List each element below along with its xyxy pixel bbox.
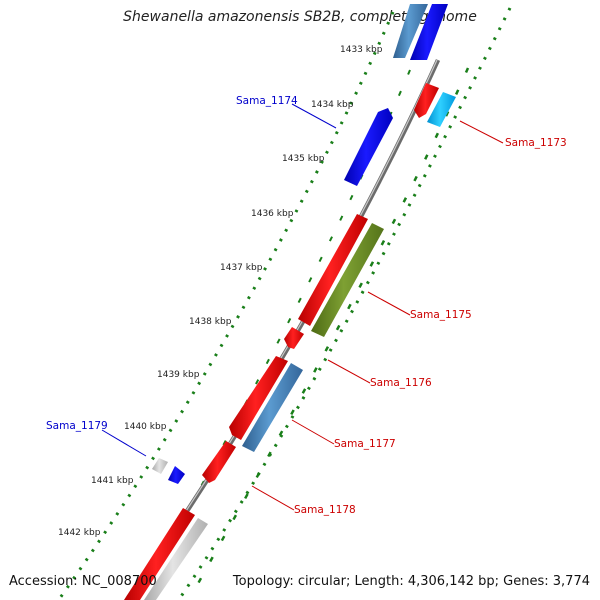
gene-label-sama-1176: Sama_1176 (370, 377, 432, 389)
tick-label: 1439 kbp (157, 370, 200, 380)
gene-label-sama-1177: Sama_1177 (334, 438, 396, 450)
gene-arrow-top-steelblue (393, 4, 428, 58)
leader-line-sama-1176 (327, 359, 371, 384)
tick-label: 1436 kbp (251, 209, 294, 219)
map-title: Shewanella amazonensis SB2B, complete ge… (123, 9, 477, 25)
inner-tick-ring-left (139, 69, 411, 599)
gene-label-sama-1179: Sama_1179 (46, 420, 108, 432)
leader-line-sama-1173 (459, 120, 504, 144)
gene-arrow-sama-1176 (284, 327, 304, 349)
tick-label: 1435 kbp (282, 154, 325, 164)
tick-label: 1433 kbp (340, 45, 383, 55)
genome-backbone (126, 59, 441, 600)
tick-label: 1438 kbp (189, 317, 232, 327)
gene-arrow-sama-1177 (242, 363, 303, 452)
gene-arrow-red-2 (298, 214, 368, 326)
gene-arrow-gray-1 (152, 458, 168, 474)
gene-arrow-sama-1173 (427, 92, 456, 127)
gene-arrow-sama-1179 (168, 466, 185, 484)
leader-line-sama-1174 (291, 103, 337, 129)
tick-label: 1434 kbp (311, 100, 354, 110)
gene-label-sama-1174: Sama_1174 (236, 95, 298, 107)
gene-arrow-top-blue (410, 4, 448, 60)
tick-label: 1437 kbp (220, 263, 263, 273)
tick-label: 1440 kbp (124, 422, 167, 432)
accession-text: Accession: NC_008700 (9, 574, 157, 589)
topology-text: Topology: circular; Length: 4,306,142 bp… (232, 574, 590, 589)
tick-label: 1441 kbp (91, 476, 134, 486)
gene-label-sama-1173: Sama_1173 (505, 137, 567, 149)
gene-arrow-sama-1174 (344, 108, 393, 186)
gene-arrow-red-1 (414, 83, 439, 118)
leader-line-sama-1178 (251, 485, 295, 511)
inner-tick-ring-right (188, 67, 470, 599)
gene-label-sama-1175: Sama_1175 (410, 309, 472, 321)
gene-arrow-red-4 (124, 508, 195, 600)
genome-backbone-highlight (126, 59, 438, 599)
leader-line-sama-1177 (291, 419, 335, 445)
gene-arrow-gray-2 (144, 518, 208, 600)
tick-label: 1442 kbp (58, 528, 101, 538)
gene-arrow-sama-1178 (202, 441, 236, 483)
gene-arrow-sama-1175 (311, 223, 384, 337)
leader-line-sama-1179 (101, 429, 147, 457)
leader-line-sama-1175 (367, 291, 411, 316)
gene-label-sama-1178: Sama_1178 (294, 504, 356, 516)
gene-arrow-red-3 (229, 356, 288, 440)
